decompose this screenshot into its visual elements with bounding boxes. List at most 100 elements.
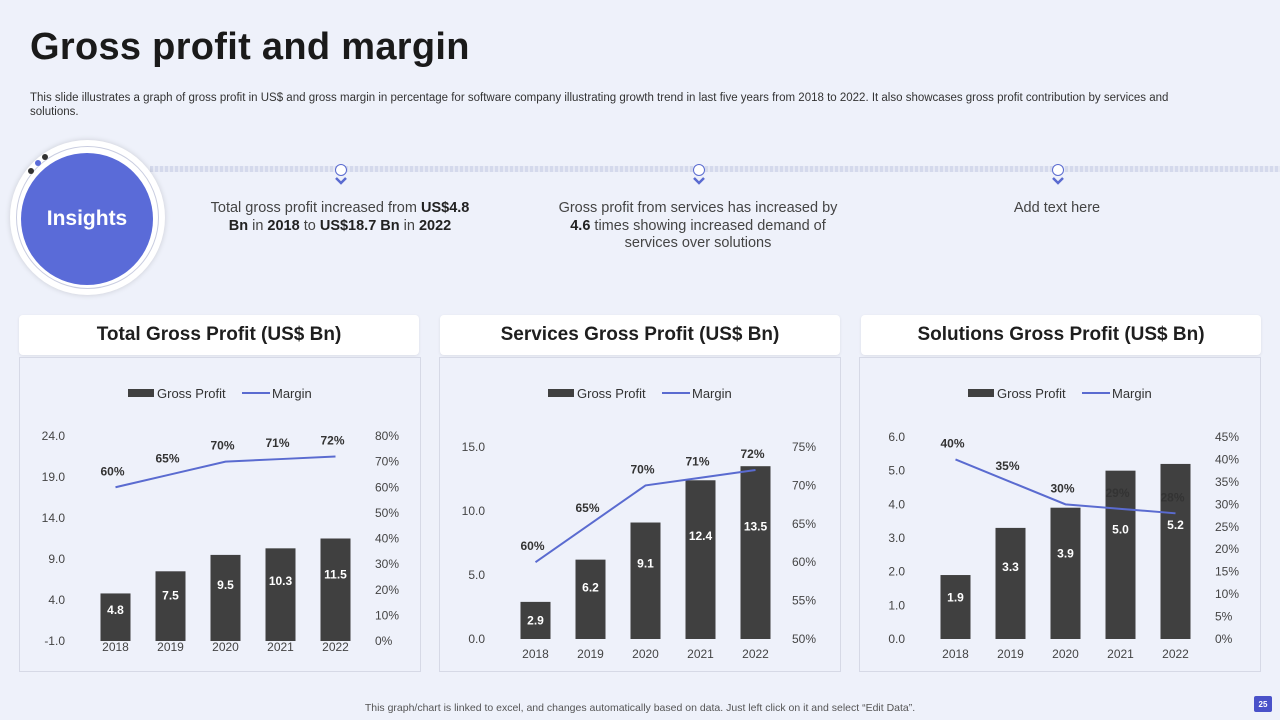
bar-gross-profit: [100, 593, 131, 641]
margin-data-label: 60%: [100, 464, 124, 478]
margin-data-label: 60%: [520, 539, 544, 553]
bar-data-label: 4.8: [107, 603, 124, 617]
bar-gross-profit: [155, 571, 186, 641]
bar-gross-profit: [630, 522, 661, 639]
bar-data-label: 13.5: [744, 520, 768, 534]
y2-tick-label: 70%: [375, 455, 399, 469]
y2-tick-label: 5%: [1215, 610, 1233, 624]
y-tick-label: 2.0: [888, 565, 905, 579]
margin-data-label: 35%: [995, 459, 1019, 473]
y-tick-label: 5.0: [468, 568, 485, 582]
x-tick-label: 2022: [742, 647, 769, 661]
y2-tick-label: 10%: [1215, 587, 1239, 601]
legend-label-gross-profit: Gross Profit: [997, 386, 1066, 401]
bar-data-label: 9.5: [217, 578, 234, 592]
bar-data-label: 7.5: [162, 589, 179, 603]
bar-gross-profit: [940, 575, 971, 639]
y2-tick-label: 15%: [1215, 565, 1239, 579]
timeline-marker-icon: [687, 164, 711, 194]
x-tick-label: 2018: [102, 640, 129, 654]
bar-data-label: 12.4: [689, 529, 713, 543]
footer-note: This graph/chart is linked to excel, and…: [364, 702, 916, 714]
y-tick-label: 19.0: [42, 470, 66, 484]
legend-label-margin: Margin: [692, 386, 732, 401]
legend-label-margin: Margin: [272, 386, 312, 401]
bar-gross-profit: [265, 548, 296, 641]
deco-dot-icon: [35, 160, 41, 166]
insights-label: Insights: [46, 207, 128, 230]
bar-data-label: 11.5: [324, 567, 347, 581]
page-number: 25: [1254, 696, 1272, 712]
x-tick-label: 2019: [577, 647, 604, 661]
y-tick-label: -1.0: [44, 634, 65, 648]
bar-data-label: 5.0: [1112, 523, 1129, 537]
y2-tick-label: 35%: [1215, 475, 1239, 489]
x-tick-label: 2020: [212, 640, 239, 654]
y2-tick-label: 55%: [792, 594, 816, 608]
y2-tick-label: 0%: [1215, 632, 1233, 646]
x-tick-label: 2020: [1052, 647, 1079, 661]
margin-data-label: 70%: [630, 462, 654, 476]
bar-data-label: 5.2: [1167, 518, 1184, 532]
y2-tick-label: 40%: [1215, 452, 1239, 466]
insight-text-3: Add text here: [1013, 200, 1101, 216]
legend-swatch-gross-profit: [128, 389, 154, 397]
y2-tick-label: 50%: [375, 506, 399, 520]
y2-tick-label: 10%: [375, 608, 399, 622]
bar-gross-profit: [740, 466, 771, 639]
deco-dot-icon: [42, 154, 48, 160]
x-tick-label: 2020: [632, 647, 659, 661]
y2-tick-label: 20%: [1215, 542, 1239, 556]
bar-gross-profit: [995, 527, 1026, 639]
bar-data-label: 9.1: [637, 556, 654, 570]
y-tick-label: 0.0: [888, 632, 905, 646]
bar-gross-profit: [685, 480, 716, 639]
margin-data-label: 65%: [155, 451, 179, 465]
y-tick-label: 14.0: [42, 511, 66, 525]
x-tick-label: 2019: [157, 640, 184, 654]
y2-tick-label: 65%: [792, 517, 816, 531]
page-title: Gross profit and margin: [30, 26, 470, 68]
y-tick-label: 3.0: [888, 531, 905, 545]
x-tick-label: 2022: [322, 640, 349, 654]
insights-badge: Insights: [21, 153, 153, 285]
y2-tick-label: 25%: [1215, 520, 1239, 534]
y2-tick-label: 75%: [792, 440, 816, 454]
x-tick-label: 2021: [687, 647, 714, 661]
y2-tick-label: 80%: [375, 429, 399, 443]
chart-title-services: Services Gross Profit (US$ Bn): [440, 315, 840, 355]
legend-label-gross-profit: Gross Profit: [577, 386, 646, 401]
chart-panel-services: Gross Profit Margin 15.0 10.0 5.0 0.0 75% 70% 65…: [439, 357, 841, 672]
y-tick-label: 5.0: [888, 464, 905, 478]
chart-solutions-gross-profit: Gross Profit Margin 6.0 5.0 4.0 3.0 2.0 1.0 0.0 4…: [888, 386, 1239, 661]
bar-gross-profit: [1160, 463, 1191, 639]
legend-label-gross-profit: Gross Profit: [157, 386, 226, 401]
bar-data-label: 3.3: [1002, 560, 1019, 574]
y-tick-label: 6.0: [888, 430, 905, 444]
timeline-marker-icon: [1046, 164, 1070, 194]
legend-swatch-gross-profit: [968, 389, 994, 397]
x-tick-label: 2018: [942, 647, 969, 661]
margin-data-label: 30%: [1050, 481, 1074, 495]
bar-gross-profit: [1105, 470, 1136, 639]
margin-data-label: 72%: [320, 434, 344, 448]
margin-data-label: 40%: [940, 436, 964, 450]
margin-line: [955, 458, 1176, 515]
timeline-marker-icon: [329, 164, 353, 194]
chart-title-total: Total Gross Profit (US$ Bn): [19, 315, 419, 355]
x-tick-label: 2021: [1107, 647, 1134, 661]
y-tick-label: 0.0: [468, 632, 485, 646]
y2-tick-label: 30%: [375, 557, 399, 571]
y-tick-label: 4.0: [48, 593, 65, 607]
y2-tick-label: 70%: [792, 478, 816, 492]
insight-text-2: Gross profit from services has increased…: [558, 200, 838, 251]
bar-gross-profit: [320, 538, 351, 641]
y2-tick-label: 60%: [792, 555, 816, 569]
y-tick-label: 4.0: [888, 497, 905, 511]
bar-data-label: 6.2: [582, 580, 599, 594]
bar-gross-profit: [575, 559, 606, 639]
x-tick-label: 2018: [522, 647, 549, 661]
bar-data-label: 1.9: [947, 590, 964, 604]
chart-total-gross-profit: Gross Profit Margin 24.0 19.0 14.0 9.0 4.0 -1.0…: [42, 386, 400, 654]
y-tick-label: 9.0: [48, 552, 65, 566]
